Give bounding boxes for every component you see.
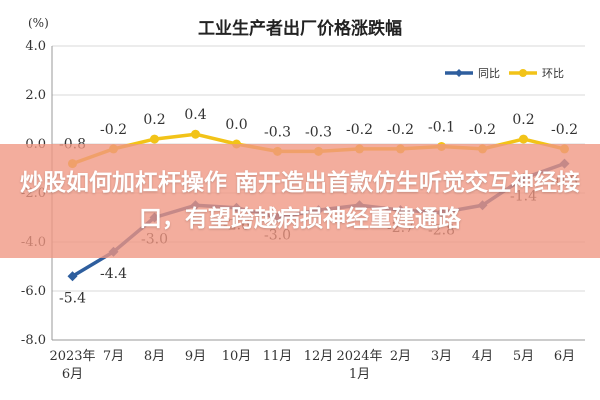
data-point xyxy=(191,129,200,139)
legend-marker xyxy=(455,69,463,77)
x-tick-label: 4月 xyxy=(472,349,493,364)
y-tick-label: -6.0 xyxy=(21,284,46,299)
x-tick-label: 2月 xyxy=(390,349,411,364)
data-label: -5.4 xyxy=(59,290,86,306)
data-label: -4.4 xyxy=(100,266,127,282)
data-label: -0.2 xyxy=(469,122,496,138)
headline-text: 炒股如何加杠杆操作 南开造出首款仿生听觉交互神经接口，有望跨越病损神经重建通路 xyxy=(20,170,581,232)
x-tick-label: 5月 xyxy=(513,349,534,364)
chart-title: 工业生产者出厂价格涨跌幅 xyxy=(198,18,402,39)
y-tick-label: 4.0 xyxy=(25,39,46,54)
data-label: 0.2 xyxy=(512,112,534,128)
x-tick-label: 11月 xyxy=(263,349,293,364)
data-label: 0.2 xyxy=(143,112,165,128)
x-tick-label: 9月 xyxy=(185,349,206,364)
y-unit-label: (%) xyxy=(28,16,49,30)
data-point xyxy=(150,134,159,144)
y-tick-label: -8.0 xyxy=(21,333,46,348)
data-label: -0.2 xyxy=(346,122,373,138)
data-label: -0.2 xyxy=(551,122,578,138)
x-tick-label: 2024年 xyxy=(336,349,382,364)
x-tick-label: 1月 xyxy=(349,367,370,382)
data-label: -0.2 xyxy=(387,122,414,138)
data-point xyxy=(67,271,78,282)
headline-banner[interactable]: 炒股如何加杠杆操作 南开造出首款仿生听觉交互神经接口，有望跨越病损神经重建通路 xyxy=(0,144,600,258)
data-point xyxy=(519,134,528,144)
data-label: 0.0 xyxy=(225,117,247,133)
data-label: -0.3 xyxy=(264,124,291,140)
x-tick-label: 8月 xyxy=(144,349,165,364)
x-tick-label: 6月 xyxy=(62,367,83,382)
legend-label: 同比 xyxy=(478,67,500,80)
x-tick-label: 7月 xyxy=(103,349,124,364)
x-tick-label: 3月 xyxy=(431,349,452,364)
x-tick-label: 6月 xyxy=(554,349,575,364)
y-tick-label: 2.0 xyxy=(25,88,46,103)
data-label: 0.4 xyxy=(184,107,206,123)
data-label: -0.2 xyxy=(100,122,127,138)
data-label: -0.1 xyxy=(428,119,455,135)
x-tick-label: 12月 xyxy=(304,349,334,364)
legend: 同比 环比 xyxy=(445,67,564,80)
data-label: -0.3 xyxy=(305,124,332,140)
x-tick-label: 10月 xyxy=(222,349,252,364)
legend-label: 环比 xyxy=(542,67,564,80)
x-tick-label: 2023年 xyxy=(49,349,95,364)
legend-marker xyxy=(519,69,527,77)
